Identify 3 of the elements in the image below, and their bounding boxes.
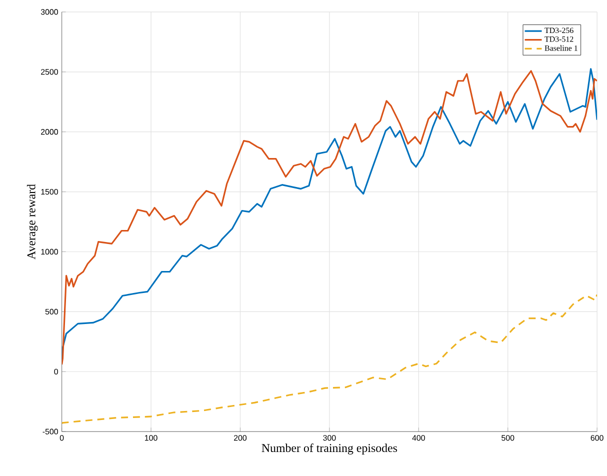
y-axis-title: Average reward: [26, 184, 38, 260]
x-axis-title: Number of training episodes: [262, 443, 398, 454]
line-series: [62, 294, 598, 424]
